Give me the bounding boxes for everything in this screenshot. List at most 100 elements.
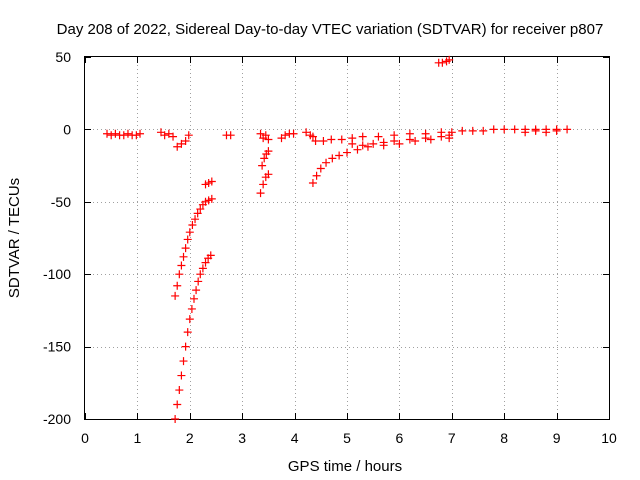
data-point (322, 158, 331, 167)
data-point (188, 220, 197, 229)
x-tick-label: 9 (553, 430, 561, 446)
data-point (426, 135, 435, 144)
data-point (319, 136, 328, 145)
data-point (348, 139, 357, 148)
data-point (542, 128, 551, 137)
data-point (264, 147, 273, 156)
series-s16 (434, 55, 454, 67)
data-point (132, 131, 141, 140)
data-point (316, 164, 325, 173)
data-point (123, 129, 132, 138)
data-point (111, 129, 120, 138)
data-point (445, 131, 454, 140)
y-tick-label: -200 (43, 411, 71, 427)
data-point (369, 139, 378, 148)
data-point (289, 129, 298, 138)
series-s8 (256, 129, 273, 144)
data-point (119, 131, 128, 140)
y-tick-label: 50 (55, 49, 71, 65)
data-point (196, 270, 205, 279)
series-s6 (171, 194, 216, 300)
data-point (552, 126, 561, 135)
data-point (337, 135, 346, 144)
data-point (335, 151, 344, 160)
data-point (302, 128, 311, 137)
data-point (308, 132, 317, 141)
data-point (438, 58, 447, 67)
data-point (198, 264, 207, 273)
data-point (258, 161, 267, 170)
data-point (175, 386, 184, 395)
chart-title: Day 208 of 2022, Sidereal Day-to-day VTE… (57, 21, 604, 38)
data-point (264, 135, 273, 144)
data-point (521, 128, 530, 137)
data-point (405, 135, 414, 144)
data-point (226, 131, 235, 140)
x-tick-label: 3 (238, 430, 246, 446)
data-point (136, 129, 145, 138)
data-point (103, 129, 112, 138)
data-point (445, 55, 454, 64)
series-s9 (258, 147, 273, 170)
data-point (169, 132, 178, 141)
data-point (107, 131, 116, 140)
data-point (177, 371, 186, 380)
data-point (179, 357, 188, 366)
x-axis-label: GPS time / hours (288, 458, 402, 475)
x-tick-label: 0 (81, 430, 89, 446)
data-point (374, 132, 383, 141)
data-point (411, 136, 420, 145)
data-point (175, 270, 184, 279)
data-point (531, 126, 540, 135)
data-point (363, 142, 372, 151)
data-point (194, 277, 203, 286)
data-point (185, 228, 194, 237)
data-point (187, 304, 196, 313)
data-point (192, 286, 201, 295)
data-point (311, 136, 320, 145)
y-tick-label: -150 (43, 339, 71, 355)
data-point (171, 415, 180, 423)
series-s14 (308, 134, 454, 187)
data-point (510, 125, 519, 134)
data-point (207, 177, 216, 186)
data-point (177, 139, 186, 148)
data-point (193, 209, 202, 218)
series-s18 (521, 126, 561, 137)
x-tick-label: 7 (448, 430, 456, 446)
data-points (103, 55, 572, 423)
y-axis-label: SDTVAR / TECUs (6, 178, 23, 298)
data-point (183, 235, 192, 244)
data-point (281, 131, 290, 140)
data-point (191, 215, 200, 224)
data-point (343, 148, 351, 157)
data-point (160, 131, 169, 140)
data-point (358, 132, 367, 141)
data-point (164, 129, 173, 138)
data-point (177, 261, 186, 270)
data-point (179, 252, 188, 261)
data-point (437, 132, 446, 141)
data-point (171, 291, 180, 300)
data-point (181, 244, 190, 253)
series-s13 (311, 128, 456, 145)
data-point (261, 131, 270, 140)
data-point (479, 126, 488, 135)
data-point (421, 134, 430, 143)
data-point (500, 125, 509, 134)
series-s1 (103, 129, 145, 140)
data-point (189, 294, 198, 303)
x-tick-label: 6 (396, 430, 404, 446)
data-point (256, 129, 265, 138)
data-point (206, 251, 215, 260)
data-point (185, 315, 194, 324)
series-s4 (201, 177, 216, 189)
x-tick-label: 10 (601, 430, 617, 446)
data-point (181, 136, 190, 145)
x-tick-label: 8 (500, 430, 508, 446)
plot-frame (84, 56, 610, 420)
series-s5 (222, 131, 235, 140)
data-point (327, 135, 336, 144)
y-tick-label: 0 (63, 121, 71, 137)
data-point (328, 154, 337, 163)
